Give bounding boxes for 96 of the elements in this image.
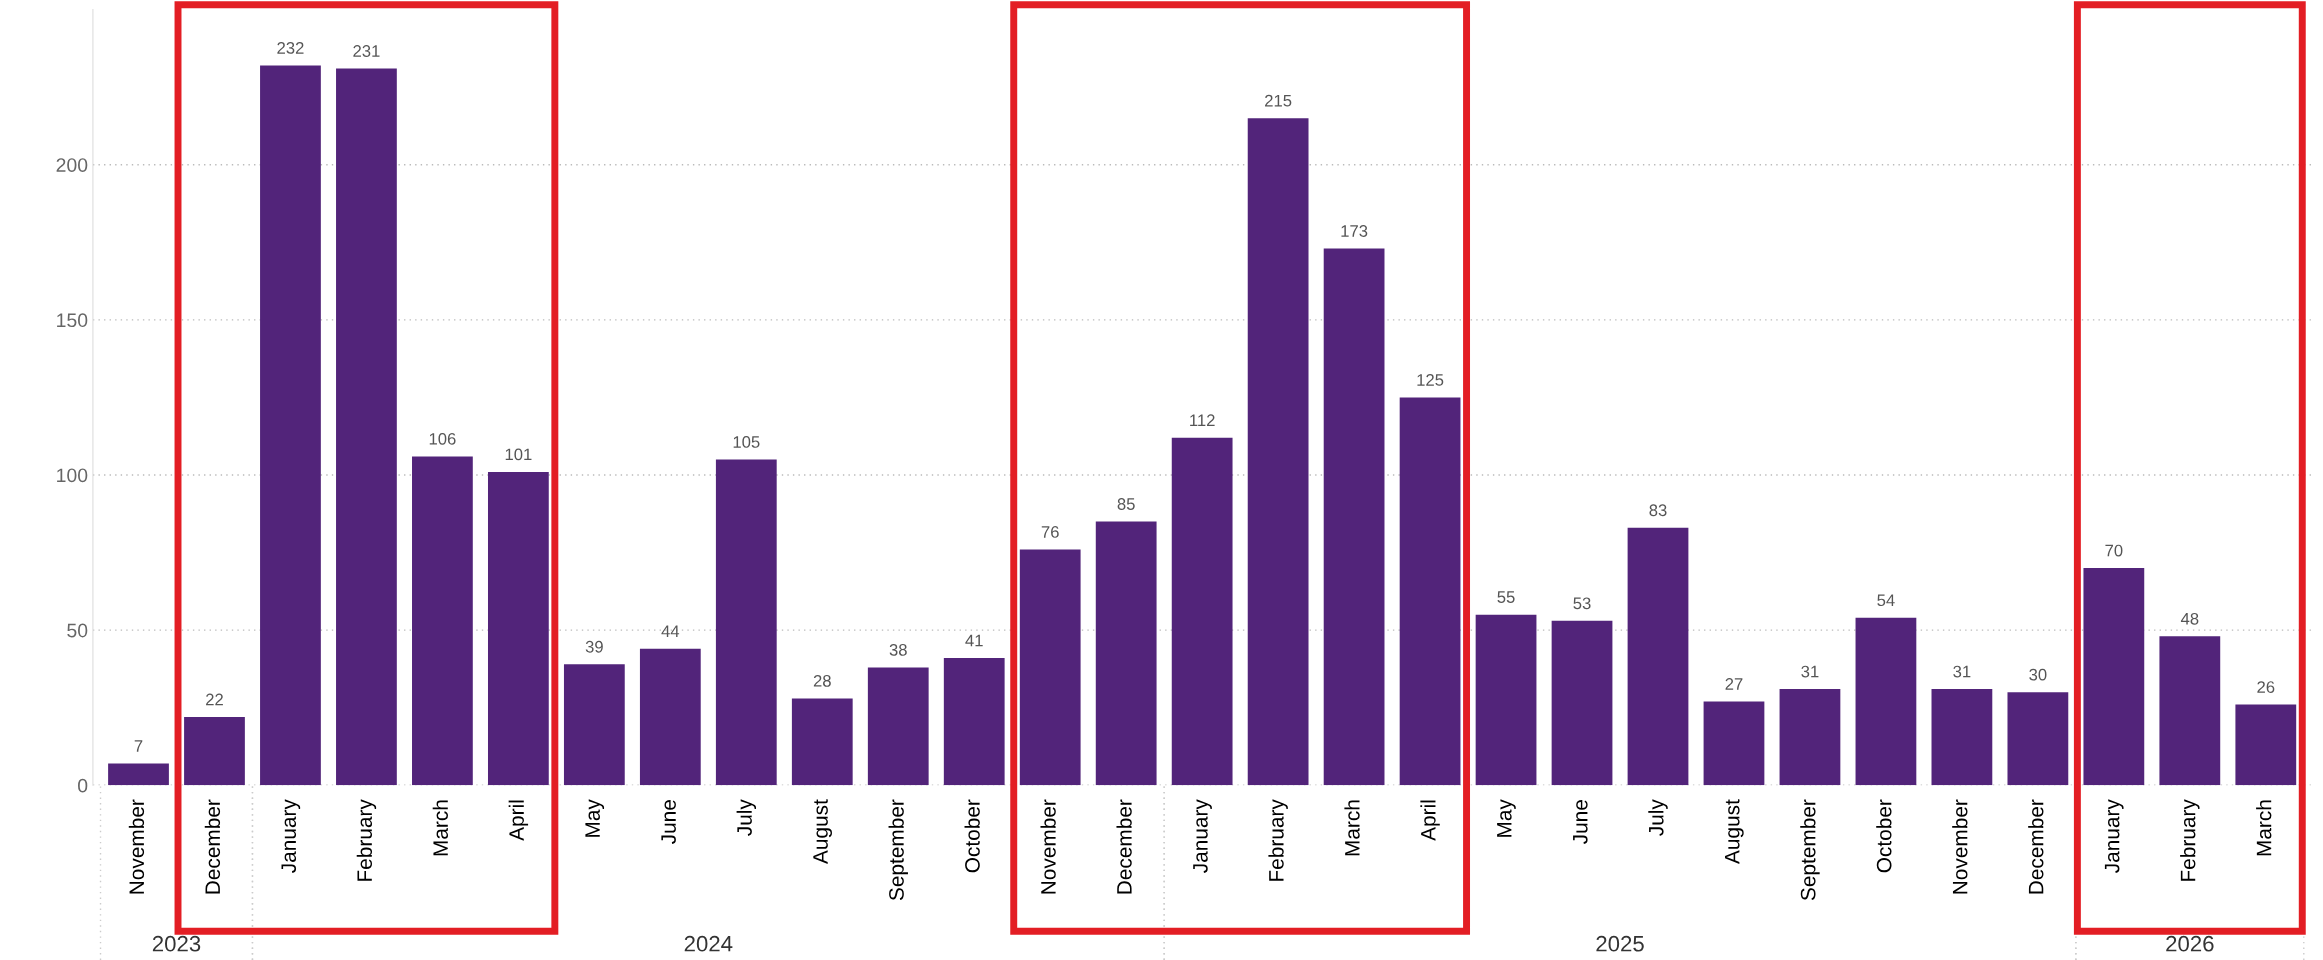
bar — [2007, 692, 2069, 786]
bar — [1475, 614, 1537, 786]
bar — [1931, 689, 1993, 786]
data-label: 55 — [1497, 591, 1515, 603]
data-label: 215 — [1265, 94, 1292, 107]
x-tick-label: March — [2256, 800, 2272, 856]
data-label: 70 — [2105, 544, 2123, 557]
x-tick-label: January — [2104, 799, 2124, 873]
x-tick-label: August — [813, 799, 832, 864]
bar — [108, 763, 169, 786]
x-tick-label: April — [1420, 800, 1440, 841]
bar — [487, 471, 549, 786]
data-label: 26 — [2257, 681, 2275, 693]
y-tick-label: 200 — [56, 158, 88, 172]
data-label: 76 — [1041, 526, 1059, 538]
y-tick-label: 50 — [67, 623, 88, 638]
data-label: 27 — [1725, 678, 1743, 690]
x-tick-label: September — [888, 799, 908, 901]
bar — [563, 664, 625, 786]
x-tick-label: November — [1952, 799, 1968, 894]
data-label: 7 — [134, 740, 143, 752]
bar — [1703, 701, 1765, 786]
data-label: 31 — [1953, 665, 1971, 678]
bar — [1627, 527, 1689, 786]
bar — [336, 68, 397, 786]
x-tick-label: July — [736, 799, 757, 836]
x-tick-label: February — [356, 799, 377, 881]
x-tick-label: March — [432, 800, 448, 856]
data-label: 125 — [1417, 374, 1444, 386]
bar — [1855, 617, 1917, 786]
bar — [791, 698, 853, 786]
data-label: 106 — [429, 432, 456, 445]
bar — [1247, 118, 1309, 786]
bar — [943, 658, 1005, 786]
data-label: 173 — [1341, 225, 1368, 237]
bar — [2235, 704, 2297, 786]
bar — [184, 717, 245, 786]
bar — [260, 65, 321, 786]
data-label: 30 — [2029, 668, 2047, 681]
data-label: 231 — [353, 45, 380, 57]
data-label: 28 — [813, 674, 831, 687]
data-label: 101 — [505, 448, 532, 461]
bar — [2159, 636, 2221, 786]
x-tick-label: December — [2028, 799, 2044, 894]
x-tick-label: December — [1116, 799, 1132, 894]
data-label: 44 — [661, 625, 680, 637]
data-label: 85 — [1117, 498, 1135, 510]
data-label: 38 — [889, 643, 907, 656]
x-tick-label: July — [1648, 799, 1668, 836]
x-tick-label: February — [2180, 799, 2200, 881]
x-tick-label: May — [585, 799, 605, 837]
x-tick-label: December — [204, 799, 221, 894]
text: 2024 — [684, 935, 733, 952]
x-tick-label: November — [128, 799, 145, 894]
bar — [867, 667, 929, 786]
y-tick-label: 150 — [57, 313, 88, 328]
data-label: 232 — [277, 42, 304, 54]
x-tick-label: March — [1344, 800, 1360, 856]
x-tick-label: February — [1268, 799, 1288, 881]
x-tick-label: April — [508, 800, 529, 841]
text: 2026 — [2166, 935, 2214, 952]
bar — [412, 456, 473, 786]
bar — [1095, 521, 1157, 786]
data-label: 41 — [965, 634, 983, 647]
y-tick-label: 0 — [78, 778, 88, 793]
text: 2023 — [152, 935, 201, 952]
bar — [639, 648, 701, 786]
y-tick-label: 100 — [57, 468, 88, 483]
data-label: 53 — [1573, 597, 1591, 610]
x-tick-label: November — [1040, 799, 1056, 894]
text: 2025 — [1596, 935, 1644, 952]
x-tick-label: October — [1876, 799, 1892, 873]
data-label: 105 — [733, 436, 760, 448]
data-label: 112 — [1190, 414, 1215, 426]
bar — [1779, 689, 1841, 786]
bar — [1019, 549, 1081, 786]
data-label: 54 — [1877, 594, 1895, 607]
bar — [1399, 397, 1461, 786]
data-label: 83 — [1649, 504, 1667, 517]
x-tick-label: May — [1497, 799, 1516, 837]
x-tick-label: June — [661, 800, 676, 845]
bar — [2083, 568, 2145, 786]
x-tick-label: January — [1193, 799, 1212, 873]
x-tick-label: January — [281, 799, 301, 873]
data-label: 48 — [2180, 612, 2199, 625]
bar — [1551, 620, 1613, 786]
x-tick-label: September — [1800, 799, 1820, 901]
bar — [715, 459, 777, 786]
bar — [1171, 437, 1233, 786]
x-tick-label: August — [1725, 799, 1744, 864]
data-label: 31 — [1801, 665, 1819, 678]
x-tick-label: October — [964, 799, 980, 873]
data-label: 22 — [206, 693, 223, 706]
x-tick-label: June — [1573, 800, 1588, 845]
data-label: 39 — [585, 640, 603, 653]
bar — [1323, 248, 1385, 786]
